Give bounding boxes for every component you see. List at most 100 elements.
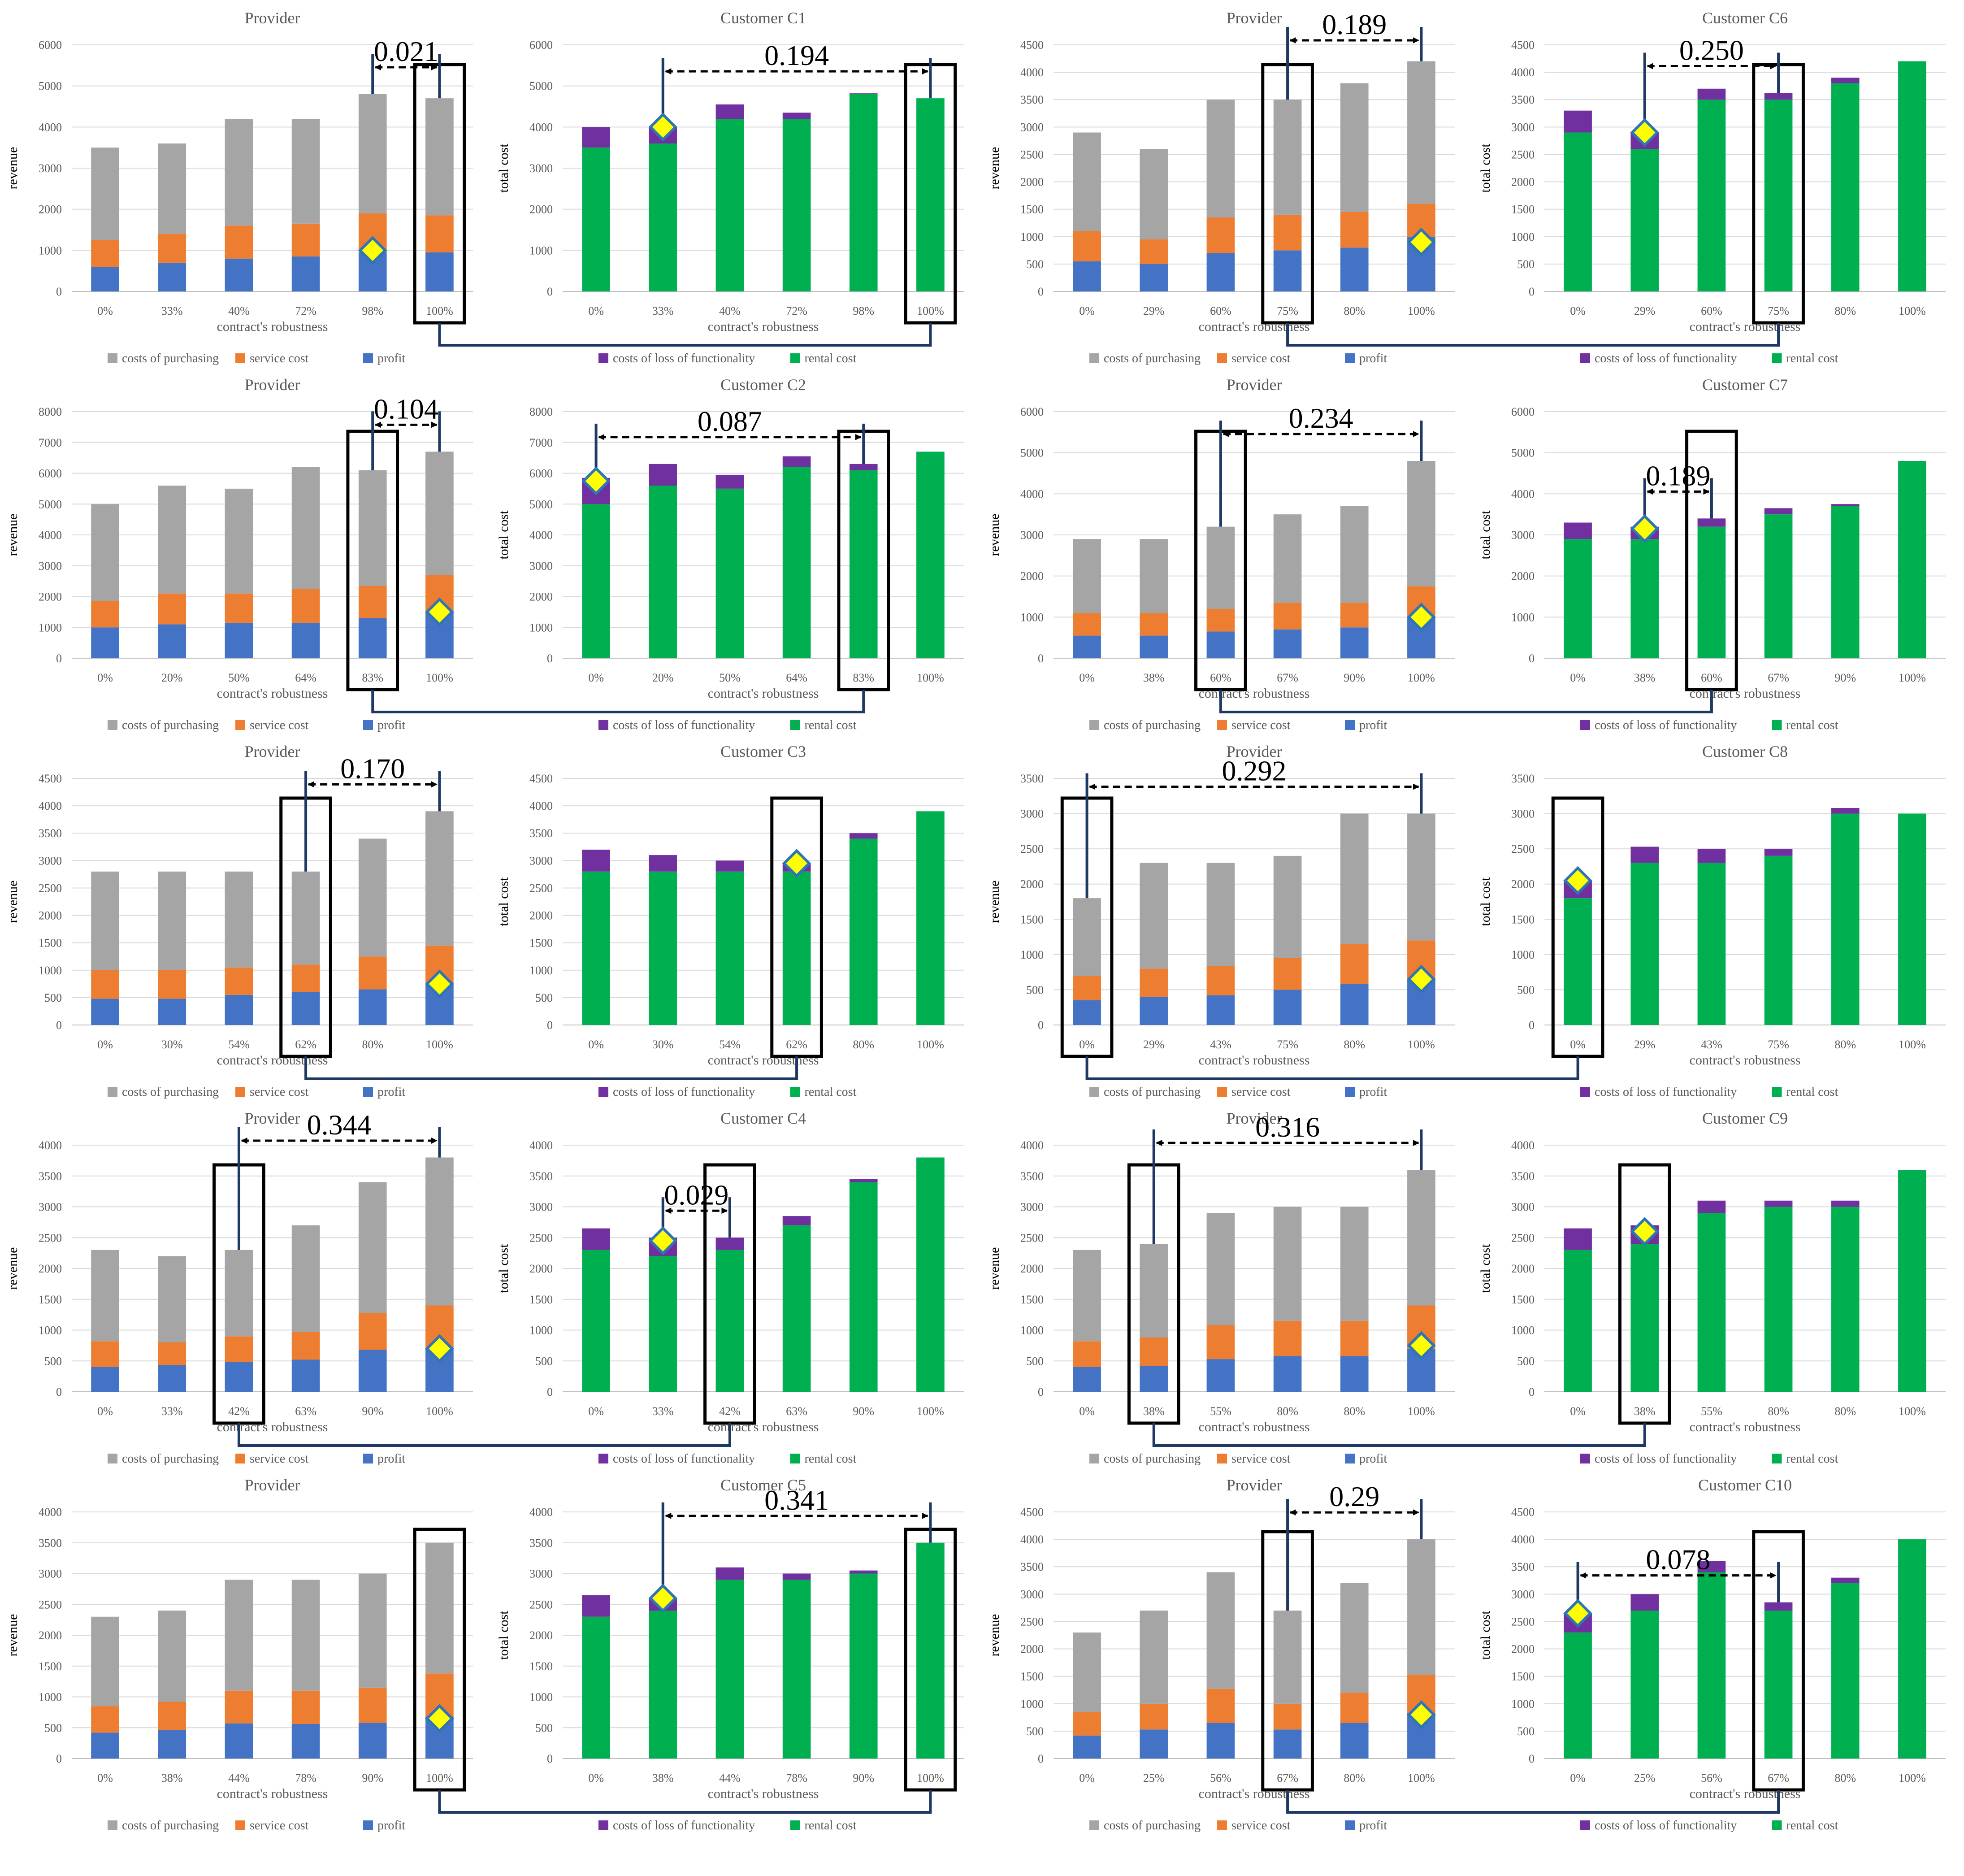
x-tick-label: 80% — [1834, 1038, 1856, 1051]
legend-label: profit — [1359, 352, 1387, 365]
bar-segment — [1340, 1583, 1369, 1693]
decision-marker — [1563, 1598, 1592, 1628]
x-tick-label: 80% — [1344, 1772, 1365, 1785]
bar-segment — [1073, 539, 1101, 613]
x-tick-label: 72% — [295, 304, 316, 317]
x-tick-label: 0% — [588, 1038, 604, 1051]
bar-segment — [782, 1216, 811, 1225]
legend-swatch — [108, 1454, 117, 1463]
legend-swatch — [108, 1820, 117, 1830]
bar-segment — [225, 1336, 253, 1362]
y-tick-label: 2000 — [1020, 1262, 1044, 1275]
bar-segment — [225, 871, 253, 968]
difference-label: 0.250 — [1679, 35, 1744, 66]
bar-segment — [1273, 1320, 1302, 1356]
x-tick-label: 80% — [1834, 1772, 1856, 1785]
y-tick-label: 3000 — [39, 162, 62, 175]
y-axis-label: revenue — [987, 514, 1002, 556]
y-tick-label: 4500 — [39, 772, 62, 785]
decision-marker — [358, 236, 387, 265]
bar-segment — [1206, 1213, 1235, 1325]
bar-segment — [225, 622, 253, 658]
legend-swatch — [363, 720, 373, 730]
bar-segment — [916, 811, 945, 1025]
bar-segment — [1564, 110, 1592, 133]
y-tick-label: 500 — [1517, 983, 1535, 996]
bar-segment — [1073, 635, 1101, 658]
y-tick-label: 1000 — [529, 1324, 553, 1337]
bar-segment — [91, 267, 119, 291]
decision-marker — [425, 1704, 454, 1733]
bar-segment — [1764, 1207, 1793, 1392]
box-connector — [237, 1423, 731, 1447]
y-axis-label: total cost — [496, 510, 511, 560]
bar-segment — [1073, 613, 1101, 636]
provider-title: Provider — [245, 1109, 300, 1127]
bar-segment — [1898, 1170, 1926, 1392]
legend-label: costs of purchasing — [1104, 352, 1201, 365]
y-tick-label: 2500 — [39, 1231, 62, 1244]
bar-segment — [358, 470, 387, 586]
legend-label: rental cost — [805, 718, 857, 732]
x-tick-label: 0% — [588, 1405, 604, 1418]
provider-title: Provider — [1227, 1476, 1282, 1494]
x-tick-label: 29% — [1143, 1038, 1165, 1051]
bar-segment — [1564, 522, 1592, 539]
y-tick-label: 1500 — [529, 1660, 553, 1673]
y-tick-label: 3000 — [1020, 1588, 1044, 1601]
bar-segment — [849, 464, 878, 470]
y-tick-label: 4000 — [39, 799, 62, 812]
x-tick-label: 100% — [1899, 1038, 1926, 1051]
bar-segment — [1206, 966, 1235, 995]
y-tick-label: 6000 — [1511, 405, 1535, 418]
decision-marker — [1563, 866, 1592, 895]
x-tick-label: 56% — [1701, 1772, 1722, 1785]
bar-segment — [1630, 149, 1659, 291]
bar-segment — [649, 871, 677, 1025]
x-tick-label: 0% — [1570, 304, 1586, 317]
y-tick-label: 2000 — [529, 1262, 553, 1275]
decision-marker — [1407, 964, 1436, 994]
decision-marker — [1630, 1217, 1659, 1246]
y-tick-label: 2000 — [39, 1262, 62, 1275]
x-tick-label: 62% — [786, 1038, 807, 1051]
bar-segment — [1206, 609, 1235, 632]
bar-segment — [291, 467, 320, 589]
x-axis-title: contract's robustness — [1690, 1420, 1801, 1434]
legend-swatch — [1089, 1820, 1099, 1830]
y-tick-label: 1500 — [1511, 1670, 1535, 1683]
bar-segment — [158, 234, 186, 263]
bar-segment — [1073, 1367, 1101, 1392]
bar-segment — [358, 1723, 387, 1759]
x-tick-label: 0% — [588, 671, 604, 684]
bar-segment — [782, 871, 811, 1025]
bar-segment — [91, 970, 119, 999]
bar-segment — [1340, 1723, 1369, 1759]
bar-segment — [1273, 990, 1302, 1025]
y-tick-label: 500 — [535, 1355, 553, 1368]
y-tick-label: 1000 — [39, 1691, 62, 1704]
y-tick-label: 3000 — [1020, 529, 1044, 542]
y-tick-label: 3000 — [1511, 529, 1535, 542]
legend-swatch — [598, 720, 608, 730]
bar-segment — [582, 871, 610, 1025]
bar-segment — [358, 1182, 387, 1313]
bar-segment — [1831, 813, 1860, 1025]
chart-pair-C3: Provider revenue 0 500 1000 1500 2000 2500 3000 3… — [5, 743, 964, 1099]
box-connector — [371, 690, 865, 713]
legend-swatch — [790, 1454, 800, 1463]
x-tick-label: 33% — [652, 304, 674, 317]
bar-segment — [849, 1182, 878, 1392]
legend-swatch — [598, 1087, 608, 1097]
bar-segment — [358, 586, 387, 618]
bar-segment — [1273, 1729, 1302, 1759]
bar-segment — [1697, 518, 1726, 527]
x-tick-label: 55% — [1701, 1405, 1722, 1418]
bar-segment — [158, 486, 186, 594]
x-tick-label: 90% — [853, 1772, 874, 1785]
bar-segment — [91, 504, 119, 601]
x-tick-label: 30% — [652, 1038, 674, 1051]
bar-segment — [1564, 132, 1592, 291]
x-tick-label: 55% — [1210, 1405, 1231, 1418]
y-tick-label: 1000 — [39, 621, 62, 634]
